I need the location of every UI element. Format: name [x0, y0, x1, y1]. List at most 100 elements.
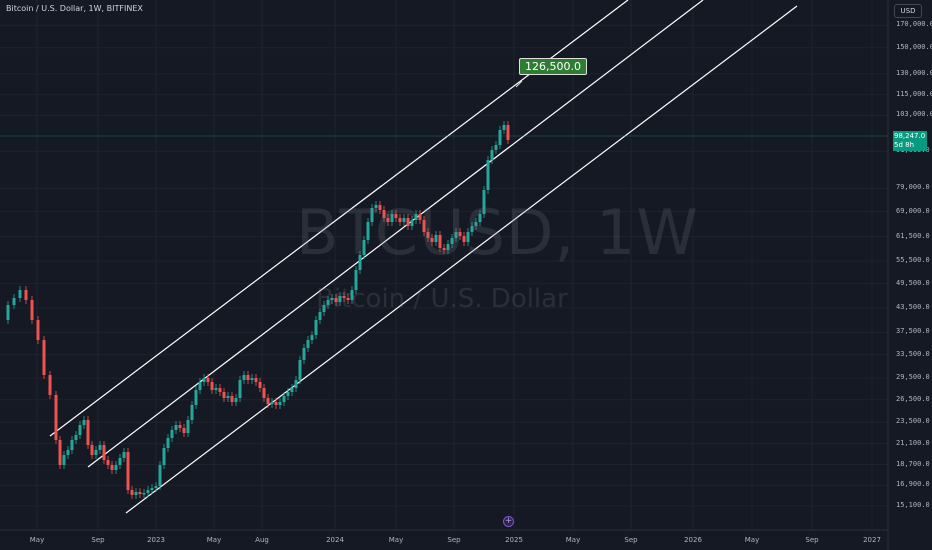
- symbol-title[interactable]: Bitcoin / U.S. Dollar, 1W, BITFINEX: [6, 4, 143, 13]
- candle-body: [170, 430, 174, 438]
- candle-body: [214, 388, 218, 390]
- candle-body: [278, 402, 282, 405]
- candle-body: [274, 402, 278, 405]
- candle-body: [378, 205, 382, 210]
- candle-body: [106, 460, 110, 465]
- candle-body: [350, 290, 354, 300]
- candle-body: [282, 396, 286, 402]
- candle-body: [290, 388, 294, 392]
- time-tick-label: Sep: [805, 536, 819, 544]
- candle-body: [134, 492, 138, 495]
- target-arrow: [515, 80, 523, 88]
- candle-body: [86, 420, 90, 445]
- candle-body: [94, 450, 98, 455]
- candle-body: [54, 395, 58, 440]
- time-tick-label: May: [565, 536, 581, 544]
- bar-countdown: 5d 8h: [894, 141, 915, 149]
- candle-body: [258, 382, 262, 388]
- candle-body: [146, 490, 150, 493]
- price-tick-label: 69,000.0: [896, 206, 930, 215]
- symbol-watermark: BTCUSD, 1W: [296, 196, 699, 269]
- candle-body: [326, 300, 330, 305]
- candle-body: [334, 298, 338, 302]
- candle-body: [494, 145, 498, 150]
- candle-body: [12, 298, 16, 305]
- candle-body: [490, 150, 494, 160]
- candle-body: [234, 398, 238, 402]
- candle-body: [174, 425, 178, 430]
- candle-body: [322, 305, 326, 312]
- candle-body: [162, 448, 166, 465]
- candle-body: [398, 218, 402, 222]
- price-tick-label: 21,100.0: [896, 438, 930, 447]
- candle-body: [454, 232, 458, 238]
- current-price-badge: 98,247.0 5d 8h: [893, 131, 927, 151]
- channel-line: [87, 0, 704, 468]
- candle-body: [390, 214, 394, 222]
- candle-body: [198, 382, 202, 390]
- price-tick-label: 15,100.0: [896, 500, 930, 509]
- candle-body: [114, 465, 118, 470]
- candle-body: [286, 392, 290, 396]
- price-tick-label: 23,500.0: [896, 417, 930, 426]
- price-tick-label: 33,500.0: [896, 349, 930, 358]
- candle-body: [374, 205, 378, 208]
- candle-body: [342, 296, 346, 298]
- candle-body: [110, 465, 114, 470]
- candle-body: [426, 232, 430, 238]
- candle-body: [150, 488, 154, 490]
- candle-body: [270, 402, 274, 404]
- candle-body: [402, 218, 406, 222]
- candle-body: [478, 214, 482, 222]
- candle-body: [42, 340, 46, 375]
- price-tick-label: 49,500.0: [896, 278, 930, 287]
- price-tick-label: 26,500.0: [896, 394, 930, 403]
- plus-circle-icon[interactable]: +: [503, 516, 514, 527]
- candle-body: [298, 360, 302, 380]
- candle-body: [78, 425, 82, 435]
- price-tick-label: 29,500.0: [896, 373, 930, 382]
- candle-body: [58, 440, 62, 465]
- candle-body: [458, 232, 462, 236]
- candle-body: [166, 438, 170, 448]
- candle-body: [466, 232, 470, 242]
- price-tick-label: 55,500.0: [896, 256, 930, 265]
- currency-button[interactable]: USD: [894, 4, 922, 18]
- candle-body: [354, 270, 358, 290]
- candle-body: [338, 296, 342, 302]
- time-tick-label: 2027: [863, 536, 881, 544]
- candle-body: [310, 335, 314, 340]
- candle-body: [178, 425, 182, 428]
- candle-body: [138, 492, 142, 494]
- price-tick-label: 37,500.0: [896, 327, 930, 336]
- candle-body: [422, 220, 426, 232]
- candle-body: [406, 218, 410, 226]
- time-tick-label: May: [744, 536, 760, 544]
- candle-body: [418, 214, 422, 220]
- candle-body: [70, 440, 74, 450]
- candle-body: [66, 450, 70, 455]
- candle-body: [254, 378, 258, 382]
- target-price-label[interactable]: 126,500.0: [519, 58, 587, 75]
- candle-body: [218, 388, 222, 392]
- price-tick-label: 115,000.0: [896, 89, 932, 98]
- candle-body: [36, 320, 40, 340]
- candle-body: [386, 218, 390, 222]
- candle-body: [130, 490, 134, 495]
- time-tick-label: May: [388, 536, 404, 544]
- price-tick-label: 150,000.0: [896, 42, 932, 51]
- price-tick-label: 130,000.0: [896, 68, 932, 77]
- candle-body: [98, 445, 102, 450]
- candle-body: [266, 398, 270, 404]
- candle-body: [142, 493, 146, 495]
- candle-body: [346, 298, 350, 300]
- candle-body: [410, 220, 414, 226]
- time-tick-label: 2023: [147, 536, 165, 544]
- time-tick-label: 2026: [684, 536, 702, 544]
- candle-body: [202, 378, 206, 382]
- candle-body: [482, 190, 486, 214]
- candle-body: [30, 300, 34, 320]
- candle-body: [318, 312, 322, 320]
- candle-body: [294, 380, 298, 388]
